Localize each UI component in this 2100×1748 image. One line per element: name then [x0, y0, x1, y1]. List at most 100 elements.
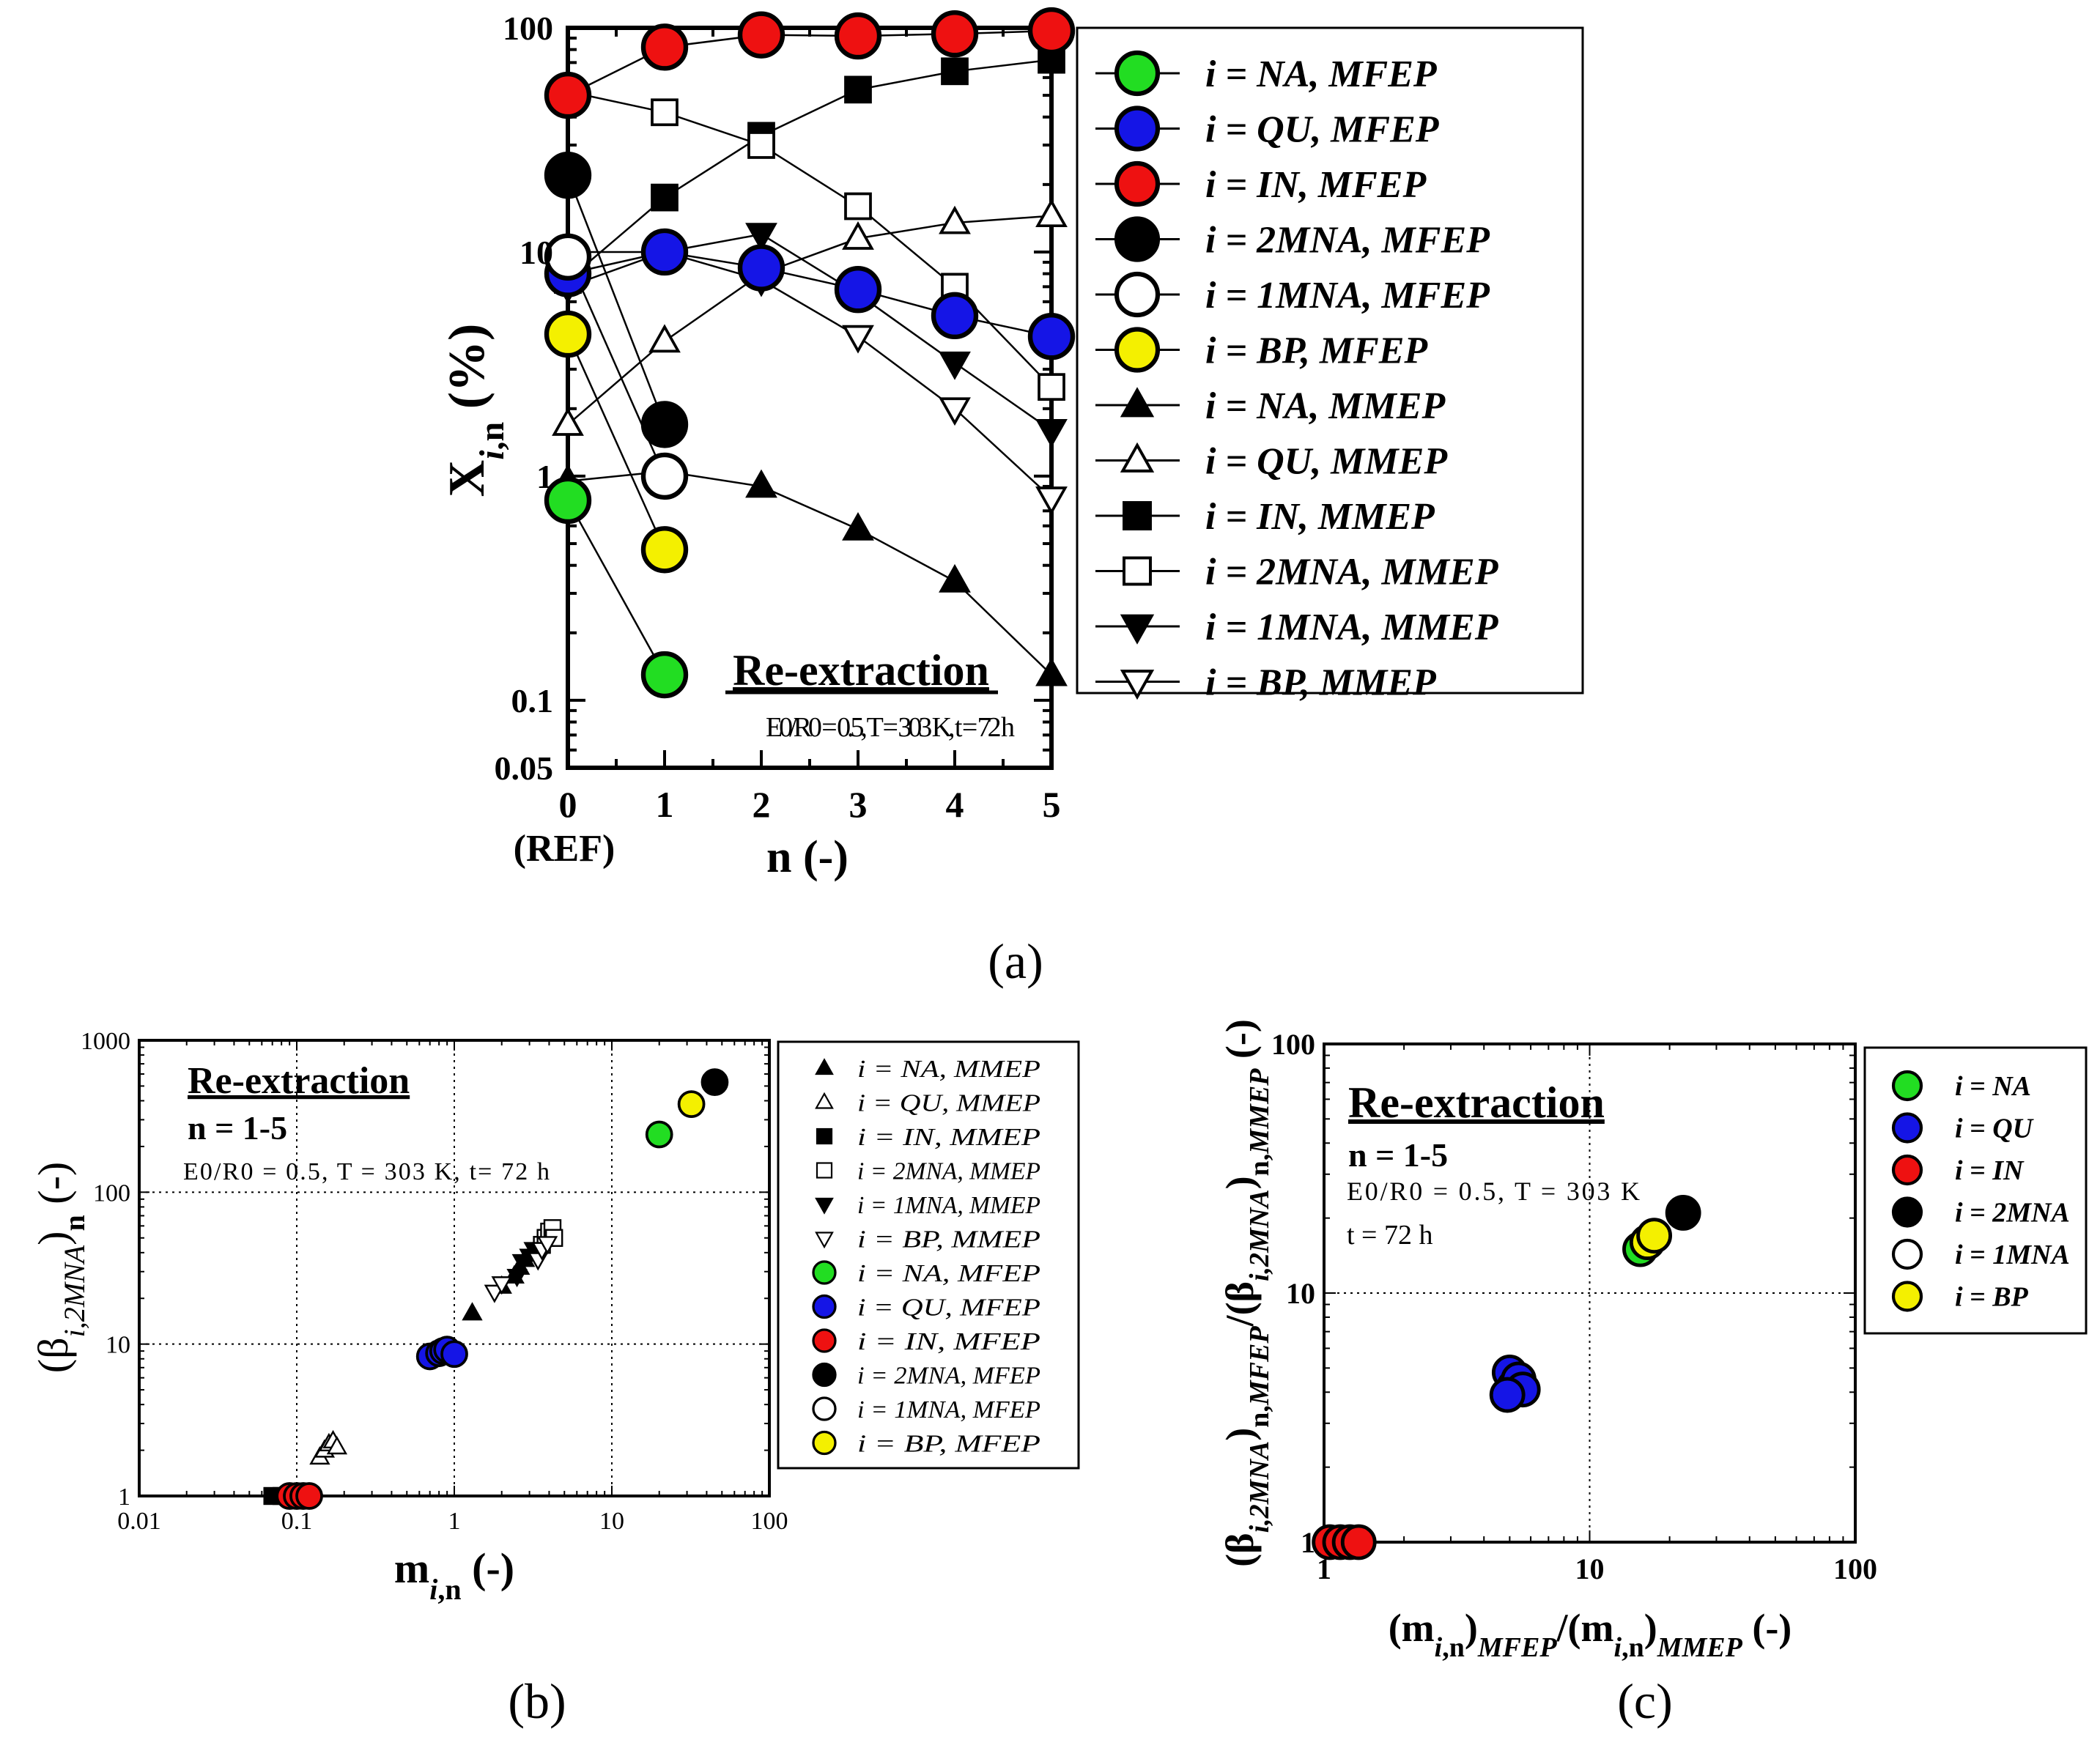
data-point — [1035, 657, 1068, 686]
y-axis-label: (βi,2MNA)n (-) — [29, 1162, 91, 1373]
x-tick-label: 100 — [751, 1508, 788, 1535]
legend-label: i = QU, MMEP — [1205, 441, 1448, 483]
panel-title: Re-extraction — [733, 646, 989, 695]
grid-lines — [1324, 1044, 1855, 1542]
conditions: E0/R0 = 0.5, T = 303 K, t = 72 h — [766, 712, 1015, 743]
data-point — [544, 310, 592, 358]
legend-label: i = 2MNA — [1955, 1198, 2070, 1229]
panel-label: (c) — [1617, 1673, 1672, 1729]
legend-marker — [816, 1127, 833, 1145]
data-point — [939, 563, 971, 593]
y-tick-label: 10 — [1286, 1277, 1315, 1310]
legend-marker — [1114, 271, 1161, 318]
legend-label: i = 1MNA — [1955, 1240, 2070, 1270]
series-line — [566, 500, 666, 675]
x-tick-labels: 0 1 2 3 4 5 — [559, 784, 1061, 825]
data-point — [931, 10, 979, 58]
y-axis-label: Xi,n (%) — [439, 324, 511, 497]
y-tick-label: 1 — [118, 1484, 130, 1511]
data-point — [1035, 199, 1068, 228]
data-point — [1027, 7, 1076, 55]
panel-title: Re-extraction — [188, 1060, 410, 1102]
series-line — [567, 215, 1052, 426]
x-tick-labels: 1 10 100 — [1317, 1552, 1877, 1585]
series-line — [568, 251, 1052, 499]
series-line — [567, 29, 1052, 97]
x-tick-label: 2 — [753, 784, 771, 825]
legend-marker — [1891, 1154, 1923, 1186]
data-point — [640, 228, 689, 276]
legend-label: i = BP, MFEP — [1205, 330, 1428, 372]
data-point — [939, 351, 971, 380]
data-point — [1038, 373, 1065, 401]
legend-label: i = 1MNA, MMEP — [857, 1192, 1040, 1219]
panel-subtitle: n = 1-5 — [188, 1109, 287, 1147]
data-point — [462, 1302, 483, 1321]
legend-label: i = QU, MFEP — [857, 1295, 1040, 1322]
x-tick-labels: 0.01 0.1 1 10 100 — [117, 1508, 788, 1535]
data-point — [1035, 486, 1068, 515]
legend-label: i = NA, MMEP — [1205, 385, 1446, 427]
legend-marker — [812, 1362, 837, 1388]
x-axis-label: mi,n (-) — [394, 1544, 514, 1606]
panel-label: (b) — [508, 1673, 566, 1729]
data-point — [295, 1482, 323, 1510]
legend-marker — [812, 1396, 837, 1421]
legend-label: i = 2MNA, MFEP — [857, 1363, 1040, 1390]
legend-marker — [1120, 614, 1155, 645]
data-point — [640, 526, 689, 574]
legend-marker — [1114, 105, 1161, 152]
data-point — [544, 152, 592, 199]
legend-label: i = IN, MMEP — [1205, 496, 1435, 538]
data-point — [544, 476, 592, 525]
x-axis-label: (mi,n)MFEP/(mi,n)MMEP (-) — [1389, 1606, 1792, 1663]
data-point — [651, 183, 679, 212]
series-markers — [263, 1068, 729, 1510]
legend-marker — [1891, 1238, 1923, 1270]
data-point — [440, 1340, 468, 1369]
axis-ticks — [138, 1040, 769, 1497]
legend-marker — [812, 1260, 837, 1285]
data-point — [651, 98, 679, 127]
data-point — [842, 325, 874, 354]
legend-marker — [1114, 160, 1161, 207]
data-point — [491, 1276, 512, 1295]
legend-label: i = NA — [1955, 1071, 2031, 1102]
legend-label: i = QU — [1955, 1114, 2035, 1144]
data-point — [326, 1436, 348, 1455]
x-tick-label: 100 — [1833, 1552, 1877, 1585]
legend-label: i = NA, MMEP — [857, 1056, 1040, 1083]
legend-marker — [1891, 1281, 1923, 1312]
legend-label: i = IN, MMEP — [857, 1124, 1040, 1151]
data-point — [939, 397, 971, 426]
legend-marker — [816, 1162, 833, 1179]
data-point — [1665, 1195, 1701, 1231]
x-tick-label: 0.01 — [117, 1508, 161, 1535]
x-tick-label: 1 — [1317, 1552, 1331, 1585]
conditions: E0/R0 = 0.5, T = 303 K — [1347, 1177, 1640, 1206]
conditions: E0/R0 = 0.5, T = 303 K, t= 72 h — [183, 1158, 550, 1185]
legend-label: i = QU, MFEP — [1205, 109, 1440, 151]
legend-marker — [1114, 50, 1161, 97]
legend-label: i = 2MNA, MMEP — [857, 1158, 1040, 1185]
legend-label: i = IN — [1955, 1155, 2025, 1186]
legend-items: i = NA, MMEP i = QU, MMEP i = IN, MMEP i = … — [812, 1056, 1040, 1458]
y-tick-label: 1 — [536, 458, 553, 495]
data-point — [1027, 313, 1076, 360]
data-point — [677, 1090, 706, 1118]
x-tick-label: 1 — [656, 784, 674, 825]
legend-items: i = NA i = QU i = IN i = 2MNA i = 1MNA i = BP — [1891, 1070, 2070, 1313]
data-point — [834, 12, 882, 60]
data-point — [745, 223, 777, 252]
legend-label: i = IN, MFEP — [857, 1328, 1040, 1355]
x-tick-label: 0.1 — [281, 1508, 313, 1535]
legend-label: i = 2MNA, MMEP — [1205, 552, 1499, 593]
legend-marker — [1120, 442, 1155, 473]
legend-marker — [812, 1430, 837, 1456]
legend-label: i = 1MNA, MFEP — [857, 1396, 1040, 1423]
data-point — [640, 452, 689, 500]
data-point — [640, 401, 689, 448]
panel-label: (a) — [988, 933, 1043, 989]
legend-label: i = NA, MFEP — [857, 1260, 1040, 1287]
